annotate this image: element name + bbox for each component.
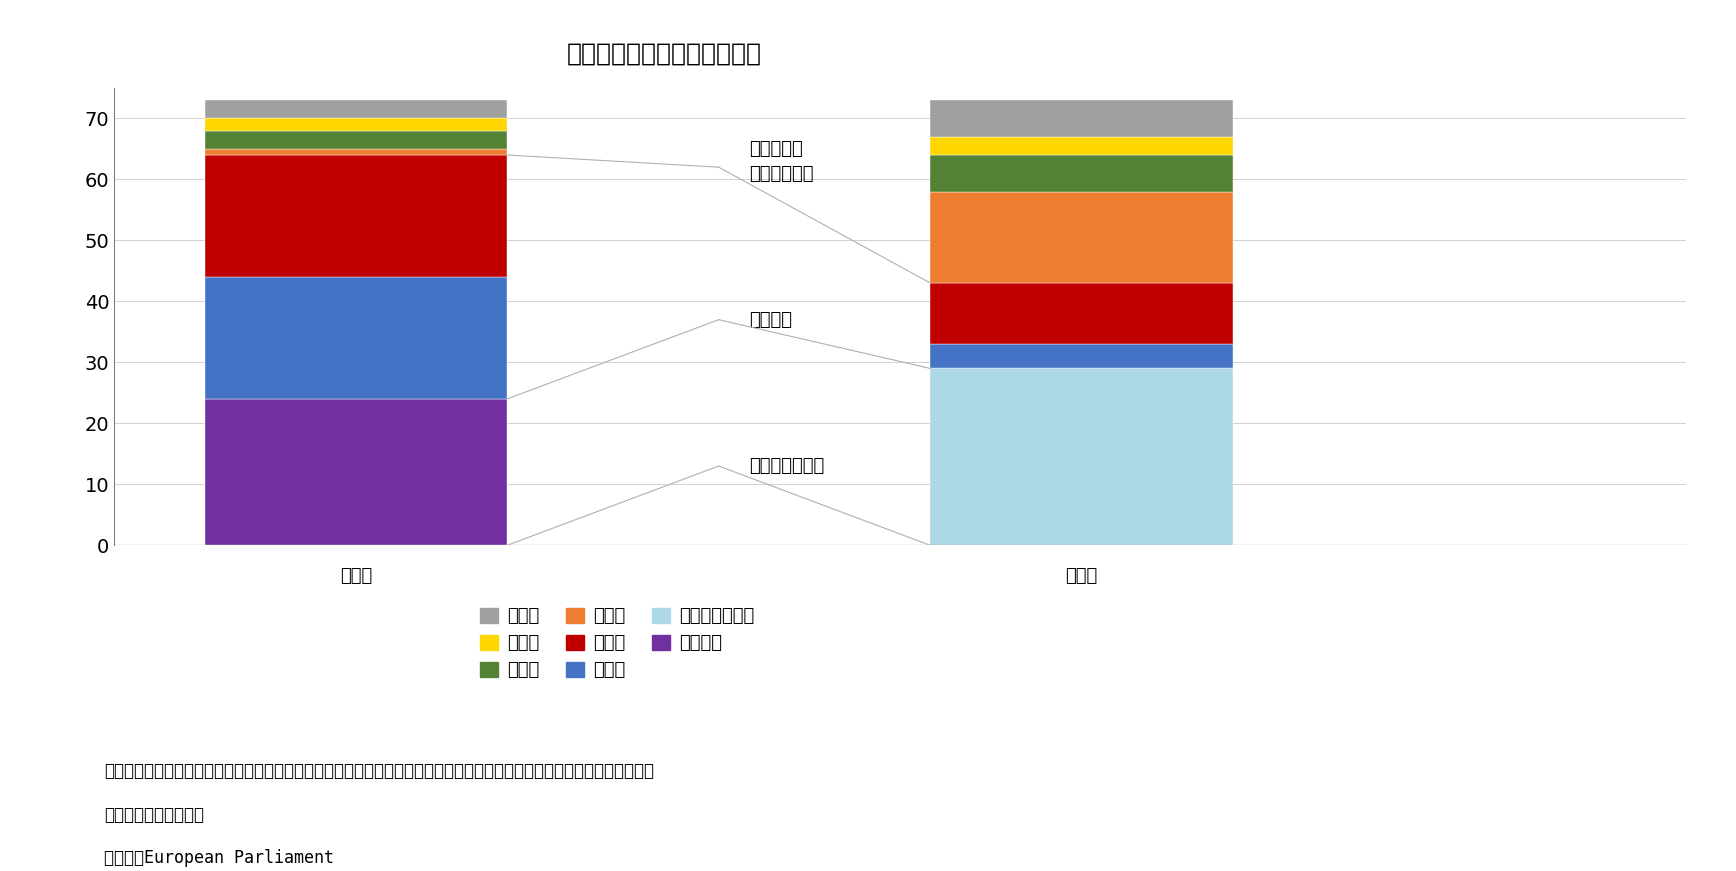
Text: 合意なき離脱派: 合意なき離脱派 xyxy=(748,457,825,475)
Title: 図表５　欧州議会選挙の結果: 図表５ 欧州議会選挙の結果 xyxy=(568,41,762,65)
Bar xyxy=(930,344,1233,368)
Bar xyxy=(205,149,507,155)
Text: 改選前: 改選前 xyxy=(340,567,372,584)
Bar xyxy=(205,155,507,277)
Bar xyxy=(205,277,507,399)
Text: 各１議席を含む: 各１議席を含む xyxy=(104,806,205,824)
Bar xyxy=(930,192,1233,283)
Bar xyxy=(930,137,1233,155)
Bar xyxy=(930,283,1233,344)
Bar xyxy=(930,368,1233,545)
Bar xyxy=(930,155,1233,192)
Bar xyxy=(205,100,507,118)
Bar xyxy=(205,118,507,131)
Text: 改選後: 改選後 xyxy=(1066,567,1097,584)
Legend: その他, ＳＮＰ, 緑の党, ＬＤＰ, 労働党, 保守党, ブレグジット党, ＵＫＩＰ: その他, ＳＮＰ, 緑の党, ＬＤＰ, 労働党, 保守党, ブレグジット党, Ｕ… xyxy=(472,600,762,686)
Text: （資料）European Parliament: （資料）European Parliament xyxy=(104,849,333,868)
Bar xyxy=(930,100,1233,137)
Text: （注）その他にはウェールズの地域政党プライド・カムリと、北アイルランドのシンフェイン党、ＤＵＰ、アライアンスの: （注）その他にはウェールズの地域政党プライド・カムリと、北アイルランドのシンフェ… xyxy=(104,762,654,780)
Bar xyxy=(205,131,507,149)
Text: 離脱撤回・
再国民投票派: 離脱撤回・ 再国民投票派 xyxy=(748,139,814,183)
Bar xyxy=(205,399,507,545)
Text: ２大政党: ２大政党 xyxy=(748,311,792,328)
